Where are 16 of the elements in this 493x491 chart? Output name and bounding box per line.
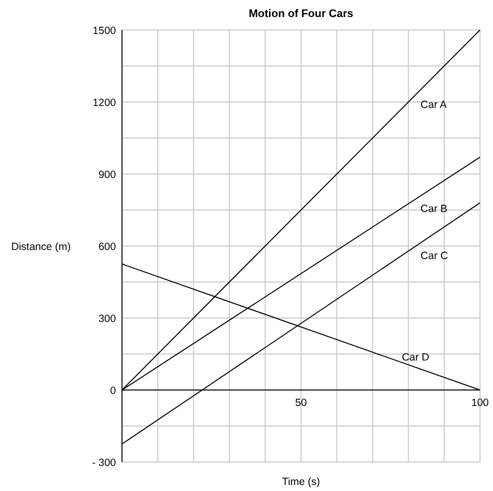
chart-title: Motion of Four Cars	[248, 8, 354, 20]
series-label: Car A	[420, 98, 447, 111]
series-label: Car D	[402, 351, 430, 364]
y-tick-label: 0	[110, 385, 116, 397]
x-axis-title: Time (s)	[282, 476, 320, 488]
y-tick-label: 300	[98, 313, 116, 325]
y-tick-label: - 300	[92, 457, 116, 469]
y-tick-label: 600	[98, 241, 116, 253]
y-tick-label: 1500	[92, 25, 116, 37]
x-tick-label: 100	[471, 397, 489, 409]
y-axis-title: Distance (m)	[11, 241, 71, 253]
y-tick-label: 900	[98, 169, 116, 181]
series-label: Car B	[420, 203, 448, 216]
x-tick-label: 50	[295, 397, 307, 409]
y-tick-label: 1200	[92, 97, 116, 109]
series-label: Car C	[420, 250, 448, 262]
